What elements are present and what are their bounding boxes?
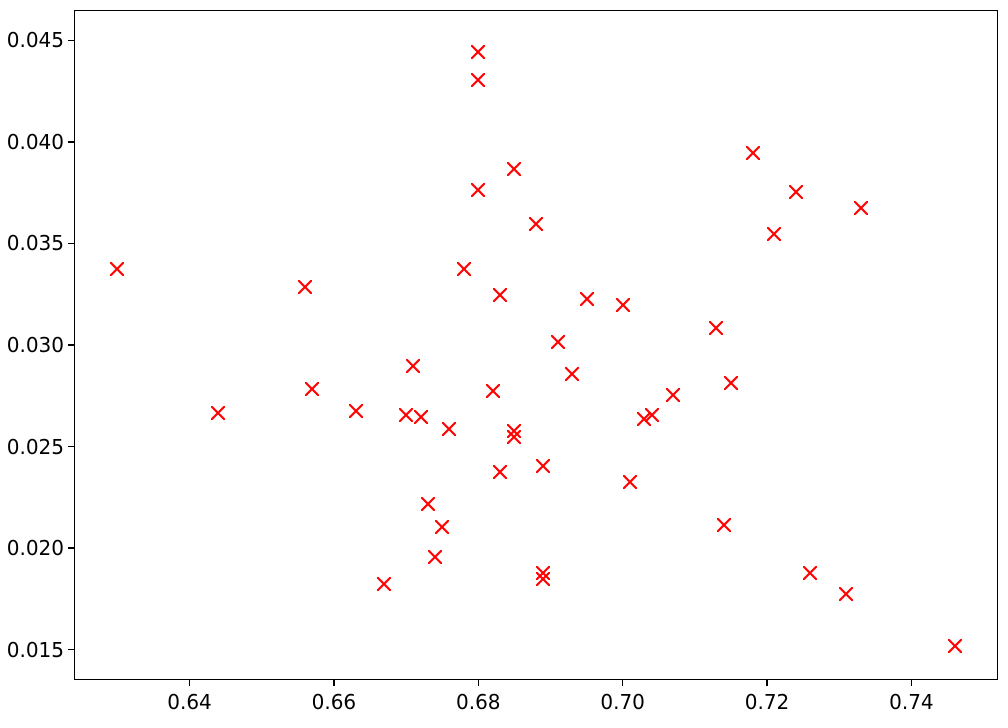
y-tick-mark [68, 446, 74, 448]
y-tick-label: 0.025 [7, 435, 64, 459]
y-tick-mark [68, 344, 74, 346]
y-tick-label: 0.015 [7, 638, 64, 662]
x-tick-mark [766, 680, 768, 686]
y-tick-mark [68, 40, 74, 42]
x-tick-label: 0.70 [600, 690, 645, 714]
x-tick-label: 0.74 [889, 690, 934, 714]
y-tick-mark [68, 243, 74, 245]
x-tick-mark [189, 680, 191, 686]
x-tick-mark [333, 680, 335, 686]
y-tick-label: 0.035 [7, 231, 64, 255]
y-tick-label: 0.045 [7, 28, 64, 52]
x-tick-label: 0.68 [456, 690, 501, 714]
y-tick-label: 0.020 [7, 536, 64, 560]
y-tick-label: 0.030 [7, 333, 64, 357]
plot-area [74, 10, 998, 680]
y-tick-mark [68, 547, 74, 549]
y-tick-mark [68, 141, 74, 143]
x-tick-mark [478, 680, 480, 686]
y-tick-label: 0.040 [7, 130, 64, 154]
x-tick-mark [622, 680, 624, 686]
y-tick-mark [68, 649, 74, 651]
x-tick-label: 0.64 [167, 690, 212, 714]
scatter-chart: 0.64 0.66 0.68 0.70 0.72 0.74 0.015 0.020 0.025 0… [0, 0, 1008, 728]
x-tick-label: 0.66 [312, 690, 357, 714]
x-tick-label: 0.72 [745, 690, 790, 714]
x-tick-mark [911, 680, 913, 686]
